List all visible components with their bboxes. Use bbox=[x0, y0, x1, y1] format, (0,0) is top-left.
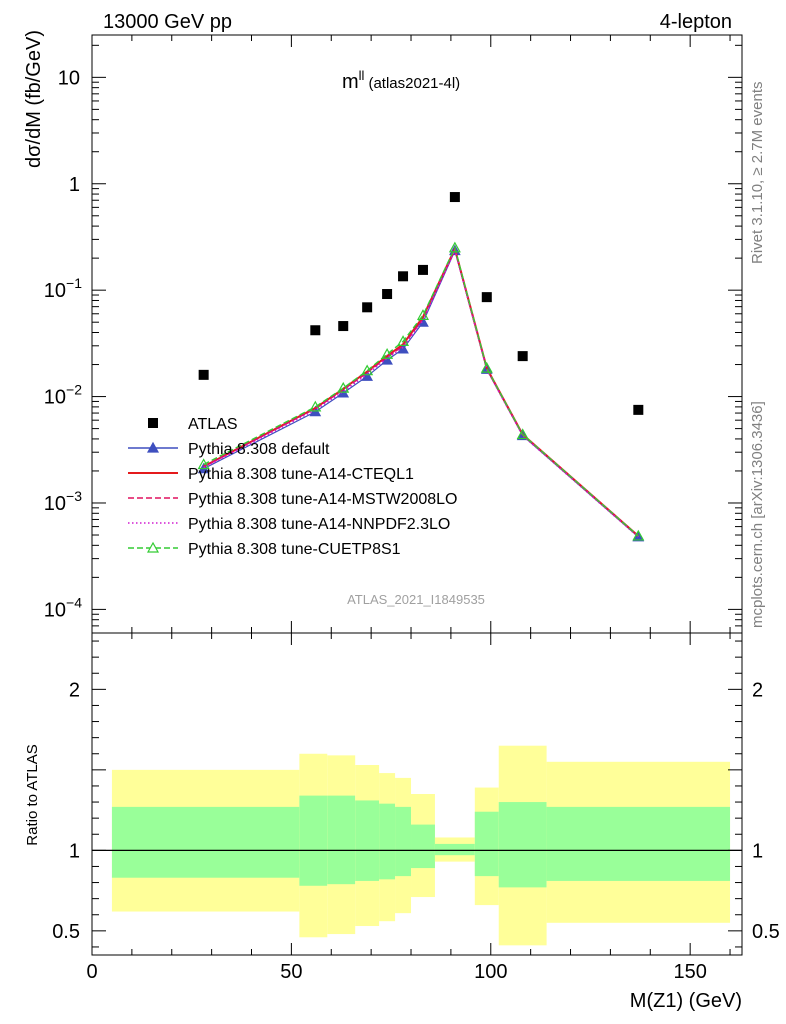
legend-entry: Pythia 8.308 tune-A14-NNPDF2.3LO bbox=[128, 516, 450, 533]
plot-title-sup: ll bbox=[359, 68, 365, 83]
series-point bbox=[480, 361, 493, 373]
ratio-y-tick-label-right: 2 bbox=[752, 679, 763, 701]
series-point bbox=[397, 335, 410, 346]
ratio-y-tick-label-right: 1 bbox=[752, 840, 763, 862]
data-point bbox=[417, 264, 428, 275]
main-y-axis-title: dσ/dM (fb/GeV) bbox=[23, 30, 45, 168]
y-tick-label: 10−3 bbox=[44, 488, 82, 515]
legend-entry: Pythia 8.308 tune-CUETP8S1 bbox=[128, 541, 401, 558]
series-point bbox=[632, 529, 645, 541]
y-tick-label: 10−2 bbox=[44, 382, 82, 409]
series-point bbox=[448, 241, 461, 253]
ratio-y-tick-label: 2 bbox=[69, 679, 80, 701]
analysis-watermark: ATLAS_2021_I1849535 bbox=[347, 592, 485, 607]
rivet-version-label: Rivet 3.1.10, ≥ 2.7M events bbox=[749, 82, 766, 265]
mcplots-label: mcplots.cern.ch [arXiv:1306.3436] bbox=[749, 401, 766, 628]
stat-uncertainty-band bbox=[411, 824, 435, 869]
series-line bbox=[203, 247, 639, 538]
stat-uncertainty-band bbox=[395, 806, 412, 877]
data-point bbox=[398, 271, 409, 282]
stat-uncertainty-band bbox=[111, 806, 300, 878]
data-point bbox=[633, 404, 644, 415]
series-point bbox=[516, 428, 529, 440]
legend-label: Pythia 8.308 tune-A14-CTEQL1 bbox=[188, 466, 414, 483]
series-point bbox=[416, 309, 430, 320]
legend-label: Pythia 8.308 default bbox=[188, 441, 330, 458]
x-tick-label: 0 bbox=[86, 961, 97, 983]
stat-uncertainty-band bbox=[379, 803, 396, 880]
legend-entry: Pythia 8.308 tune-A14-MSTW2008LO bbox=[128, 491, 457, 508]
y-tick-label: 10−1 bbox=[44, 275, 82, 302]
series-point bbox=[381, 347, 394, 359]
plot-title-sub: (atlas2021-4l) bbox=[368, 75, 460, 92]
stat-uncertainty-band bbox=[498, 802, 547, 888]
stat-uncertainty-band bbox=[355, 800, 380, 881]
data-point bbox=[517, 351, 528, 362]
ratio-y-tick-label-right: 0.5 bbox=[752, 921, 780, 943]
main-panel: 10−4 10−3 10−2 10−1 1 10 bbox=[44, 34, 743, 634]
legend-entry: ATLAS bbox=[148, 416, 238, 433]
legend-entry: Pythia 8.308 default bbox=[128, 441, 330, 458]
ratio-panel: 0 50 100 150 0.5 0.5 1 1 2 2 bbox=[52, 632, 780, 983]
data-point bbox=[310, 325, 321, 336]
data-point bbox=[362, 302, 373, 313]
ratio-y-tick-label: 0.5 bbox=[52, 921, 80, 943]
legend-marker bbox=[146, 441, 160, 453]
data-point bbox=[449, 192, 460, 203]
legend-label: Pythia 8.308 tune-A14-NNPDF2.3LO bbox=[188, 516, 450, 533]
series-point bbox=[361, 370, 374, 381]
x-tick-label: 150 bbox=[673, 961, 706, 983]
series-point bbox=[197, 458, 210, 470]
legend-marker bbox=[148, 418, 158, 428]
legend-label: Pythia 8.308 tune-A14-MSTW2008LO bbox=[188, 491, 457, 508]
stat-uncertainty-band bbox=[299, 795, 328, 886]
series-line bbox=[203, 245, 639, 537]
series-point bbox=[337, 381, 350, 393]
ratio-y-tick-label: 1 bbox=[69, 840, 80, 862]
stat-uncertainty-band bbox=[546, 806, 731, 881]
ratio-plot-frame bbox=[91, 632, 743, 956]
stat-uncertainty-band bbox=[327, 795, 356, 885]
x-axis-title: M(Z1) (GeV) bbox=[630, 990, 742, 1012]
legend-label: ATLAS bbox=[188, 416, 238, 433]
x-tick-label: 100 bbox=[474, 961, 507, 983]
y-tick-label: 10 bbox=[58, 67, 80, 89]
ratio-uncertainty-bands bbox=[111, 745, 731, 946]
y-tick-label: 1 bbox=[69, 174, 80, 196]
stat-uncertainty-band bbox=[434, 843, 475, 856]
data-point bbox=[481, 292, 492, 303]
series-point bbox=[361, 364, 374, 376]
legend-marker bbox=[146, 541, 160, 553]
plot-title: mll (atlas2021-4l) bbox=[342, 68, 460, 93]
data-point bbox=[198, 369, 209, 380]
ratio-y-axis-title: Ratio to ATLAS bbox=[24, 744, 41, 845]
data-point bbox=[338, 321, 349, 332]
header-left-label: 13000 GeV pp bbox=[103, 11, 232, 33]
legend-entry: Pythia 8.308 tune-A14-CTEQL1 bbox=[128, 466, 414, 483]
stat-uncertainty-band bbox=[474, 811, 499, 877]
data-point bbox=[382, 289, 393, 300]
legend: ATLAS Pythia 8.308 default Pythia 8.308 tu… bbox=[128, 416, 457, 558]
plot-title-main: m bbox=[342, 71, 359, 93]
y-tick-label: 10−4 bbox=[44, 594, 82, 621]
header-right-label: 4-lepton bbox=[660, 11, 732, 33]
series-point bbox=[309, 400, 322, 412]
legend-label: Pythia 8.308 tune-CUETP8S1 bbox=[188, 541, 401, 558]
x-tick-label: 50 bbox=[280, 961, 302, 983]
